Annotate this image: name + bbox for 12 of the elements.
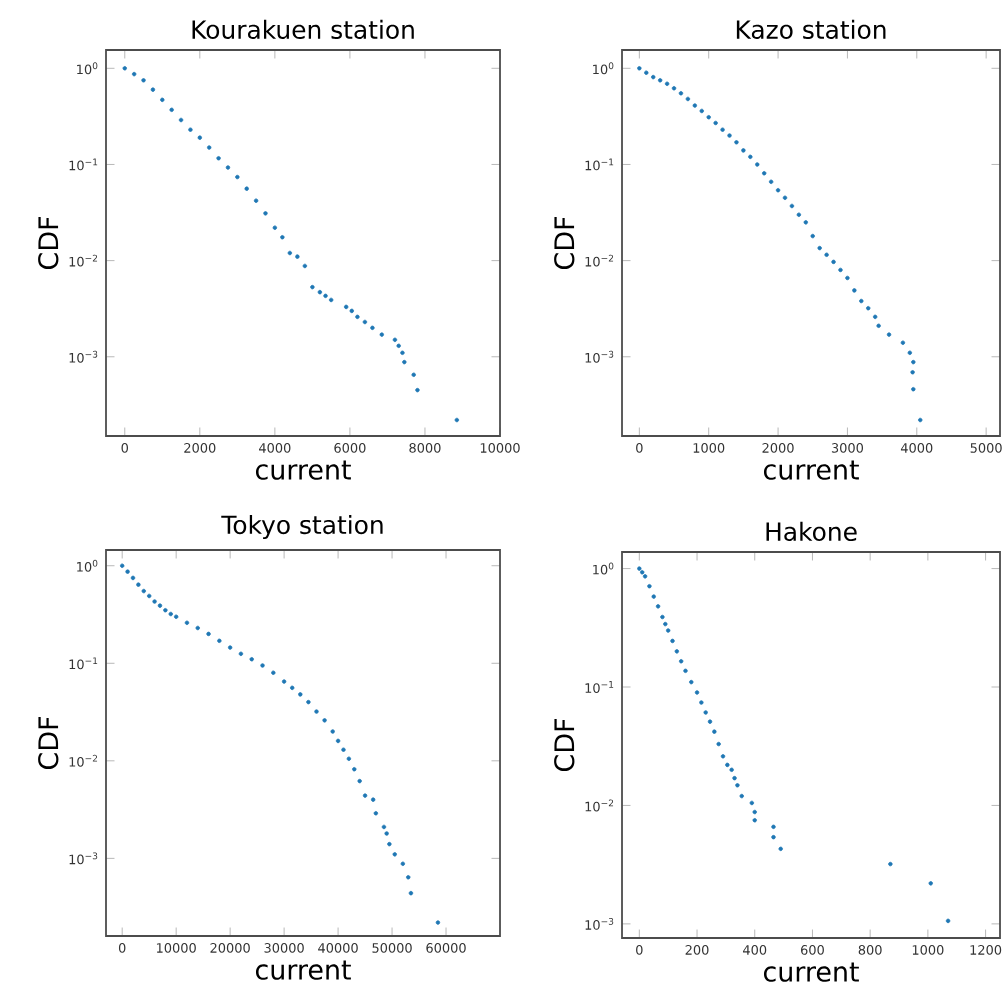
y-axis-title: CDF <box>554 719 575 771</box>
x-axis-title: current <box>255 960 351 980</box>
chart-title: Kazo station <box>736 19 886 39</box>
y-axis-title: CDF <box>38 717 59 769</box>
x-axis-title: current <box>255 460 351 480</box>
x-axis-title: current <box>763 962 859 982</box>
chart-title: Kourakuen station <box>192 19 414 39</box>
chart-title: Hakone <box>766 521 857 541</box>
y-axis-title: CDF <box>38 217 59 269</box>
chart-title: Tokyo station <box>221 514 383 539</box>
y-axis-title: CDF <box>554 217 575 269</box>
x-axis-title: current <box>763 460 859 480</box>
